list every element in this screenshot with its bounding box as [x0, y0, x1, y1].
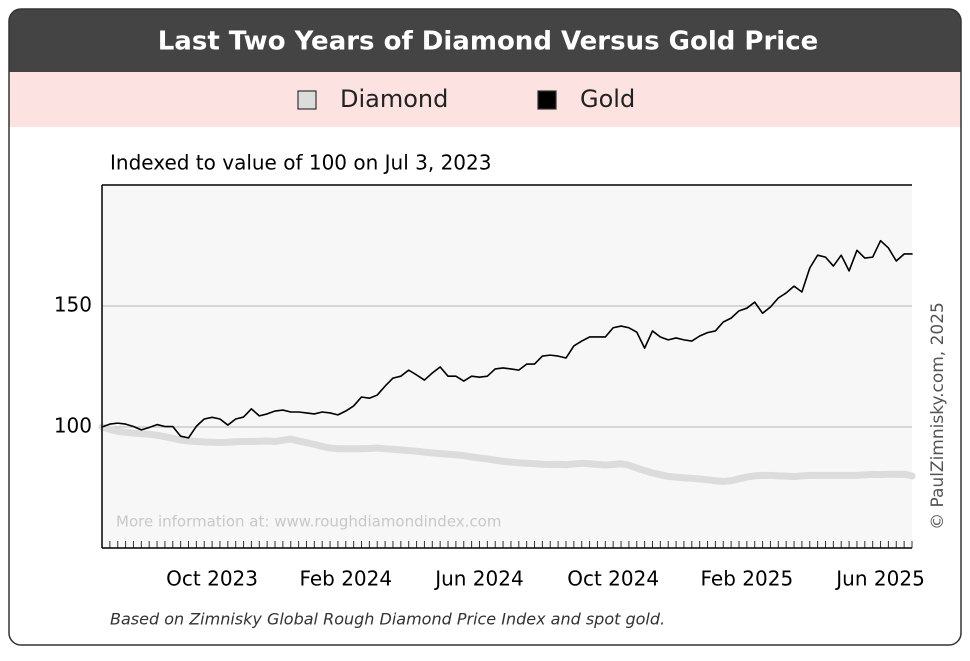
chart-title: Last Two Years of Diamond Versus Gold Pr…: [158, 27, 819, 57]
y-tick-label: 100: [54, 414, 92, 438]
annotation: More information at: www.roughdiamondind…: [116, 513, 501, 531]
legend-label: Diamond: [340, 85, 448, 113]
x-tick-label: Oct 2024: [567, 567, 659, 591]
x-tick-label: Jun 2024: [433, 567, 524, 591]
x-tick-label: Feb 2024: [299, 567, 392, 591]
legend-band: [9, 72, 961, 127]
series-line: [98, 423, 916, 485]
plot: [98, 184, 916, 549]
footnote: Based on Zimnisky Global Rough Diamond P…: [110, 610, 665, 629]
legend-swatch: [297, 90, 317, 110]
x-tick-label: Jun 2025: [834, 567, 925, 591]
x-tick-label: Feb 2025: [701, 567, 794, 591]
title-bar: [9, 9, 961, 72]
series-line: [101, 239, 913, 439]
x-tick-label: Oct 2023: [166, 567, 258, 591]
subtitle: Indexed to value of 100 on Jul 3, 2023: [110, 151, 491, 175]
credit: © PaulZimnisky.com, 2025: [928, 302, 948, 530]
legend-swatch: [537, 90, 557, 110]
plot-area: [102, 185, 912, 548]
y-tick-label: 150: [54, 293, 92, 317]
panel-border: [8, 8, 962, 646]
legend-label: Gold: [580, 85, 635, 113]
